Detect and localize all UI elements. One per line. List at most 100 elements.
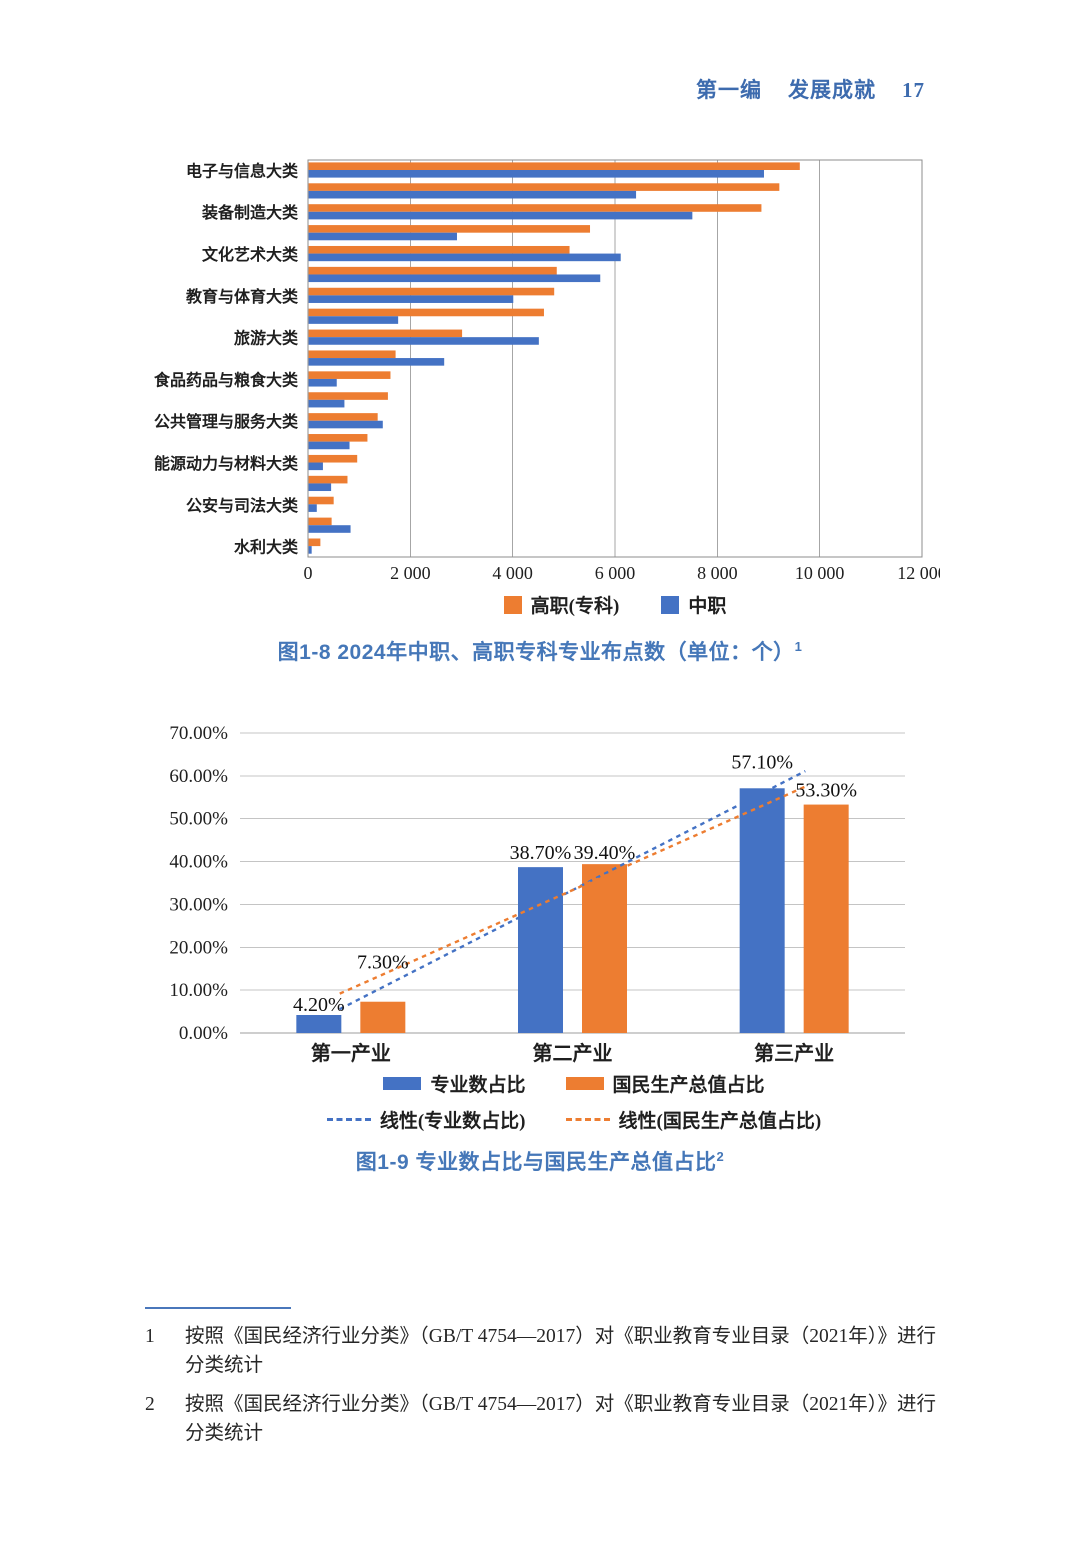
category-label: 第二产业 (533, 1041, 613, 1065)
category-label: 旅游大类 (234, 329, 299, 348)
x-tick-label: 0 (304, 563, 313, 583)
gaozhi-swatch-icon (503, 595, 522, 614)
footnote-1-number: 1 (145, 1326, 155, 1347)
bar-zhongzhi (308, 525, 351, 533)
category-label: 文化艺术大类 (202, 245, 299, 264)
major-share-swatch-icon (383, 1077, 422, 1090)
category-label: 食品药品与粮食大类 (153, 370, 299, 389)
category-label: 水利大类 (234, 538, 299, 557)
bar-gaozhi (308, 392, 388, 400)
bar-major-share (739, 788, 785, 1033)
bar-gaozhi (308, 434, 368, 442)
bar-gaozhi (308, 266, 557, 275)
figure-1-8-legend: 高职(专科) 中职 (308, 591, 922, 618)
x-tick-label: 10 000 (795, 563, 845, 583)
bar-gaozhi (308, 496, 334, 505)
bar-gaozhi (308, 225, 591, 233)
footnote-2: 2 按照《国民经济行业分类》（GB/T 4754—2017）对《职业教育专业目录… (145, 1390, 937, 1449)
bar-major-share (296, 1015, 342, 1033)
figure-1-8-caption: 图1-8 2024年中职、高职专科专业布点数（单位：个）1 (0, 636, 1080, 666)
trend-major-dash-icon (326, 1118, 371, 1121)
data-label-gdp-share: 39.40% (574, 842, 636, 864)
header-section: 第一编 (696, 78, 762, 102)
bar-zhongzhi (308, 483, 332, 492)
bar-zhongzhi (308, 462, 323, 471)
bar-gaozhi (308, 245, 570, 254)
y-tick-label: 20.00% (169, 937, 228, 958)
y-tick-label: 30.00% (169, 894, 228, 915)
legend-item-gaozhi: 高职(专科) (503, 591, 620, 618)
legend-item-zhongzhi: 中职 (661, 591, 726, 618)
trend-gdp-dash-icon (565, 1118, 610, 1121)
bar-zhongzhi (308, 546, 312, 554)
bar-gaozhi (308, 308, 544, 317)
zhongzhi-swatch-icon (661, 595, 680, 614)
bar-major-share (518, 867, 563, 1033)
data-label-major-share: 38.70% (510, 842, 572, 864)
figure-1-9-footnote-ref: 2 (716, 1149, 725, 1164)
legend-label-zhongzhi: 中职 (688, 596, 727, 617)
bar-gaozhi (308, 162, 800, 170)
figure-1-9-legend-row-1: 专业数占比 国民生产总值占比 (383, 1070, 765, 1097)
figure-1-8-caption-text: 图1-8 2024年中职、高职专科专业布点数（单位：个） (277, 641, 795, 664)
bar-zhongzhi (308, 441, 350, 450)
figure-1-9-legend-row-2: 线性(专业数占比) 线性(国民生产总值占比) (326, 1106, 822, 1133)
figure-1-9-caption-text: 图1-9 专业数占比与国民生产总值占比 (355, 1151, 717, 1174)
header-page-number: 17 (902, 78, 925, 102)
bar-zhongzhi (308, 358, 445, 366)
bar-gaozhi (308, 413, 378, 421)
figure-1-9-caption: 图1-9 专业数占比与国民生产总值占比2 (0, 1146, 1080, 1176)
category-label: 第一产业 (311, 1041, 391, 1065)
data-label-gdp-share: 53.30% (795, 780, 857, 802)
bar-zhongzhi (308, 337, 539, 345)
bar-gdp-share (582, 864, 627, 1033)
legend-item-gdp-share: 国民生产总值占比 (565, 1070, 765, 1097)
x-tick-label: 4 000 (492, 563, 532, 583)
bar-zhongzhi (308, 399, 345, 408)
footnote-2-text: 按照《国民经济行业分类》（GB/T 4754—2017）对《职业教育专业目录（2… (185, 1393, 936, 1444)
bar-gaozhi (308, 475, 348, 484)
figure-1-8-footnote-ref: 1 (794, 639, 803, 654)
bar-gaozhi (308, 538, 321, 547)
category-label: 公安与司法大类 (186, 496, 299, 515)
bar-gaozhi (308, 287, 555, 296)
footnote-2-number: 2 (145, 1393, 155, 1415)
category-label: 电子与信息大类 (186, 161, 299, 180)
data-label-major-share: 4.20% (293, 994, 345, 1016)
data-label-major-share: 57.10% (731, 751, 793, 773)
figure-1-8-chart: 0 2 000 4 000 6 000 8 000 10 000 12 000 电子与信息大类… (153, 159, 940, 583)
legend-label-gdp-share: 国民生产总值占比 (612, 1075, 765, 1096)
bar-zhongzhi (308, 232, 457, 241)
trendline (339, 785, 806, 995)
gdp-share-swatch-icon (565, 1077, 604, 1090)
bar-zhongzhi (308, 253, 621, 262)
footnote-1: 1 按照《国民经济行业分类》（GB/T 4754—2017）对《职业教育专业目录… (145, 1322, 937, 1381)
legend-label-major-share: 专业数占比 (430, 1075, 526, 1096)
x-tick-label: 6 000 (595, 563, 636, 583)
bar-gaozhi (308, 183, 780, 191)
category-label: 能源动力与材料大类 (154, 454, 299, 473)
bar-zhongzhi (308, 378, 337, 387)
figure-1-9-legend: 专业数占比 国民生产总值占比 线性(专业数占比) 线性(国民生产总值占比) (243, 1070, 905, 1133)
bar-zhongzhi (308, 504, 317, 512)
footnote-divider (145, 1307, 291, 1309)
category-label: 装备制造大类 (201, 203, 299, 222)
bar-gaozhi (308, 204, 762, 212)
y-tick-label: 10.00% (169, 980, 228, 1001)
legend-label-trend-major: 线性(专业数占比) (379, 1111, 526, 1132)
bar-zhongzhi (308, 170, 764, 178)
bar-zhongzhi (308, 190, 637, 199)
figure-1-9-chart: 0.00% 10.00% 20.00% 30.00% 40.00% 50.00% 60.00… (169, 723, 905, 1065)
legend-label-gaozhi: 高职(专科) (530, 596, 620, 617)
y-tick-label: 70.00% (169, 723, 228, 744)
plot-border (307, 159, 923, 558)
x-tick-label: 12 000 (897, 563, 940, 583)
legend-label-trend-gdp: 线性(国民生产总值占比) (618, 1111, 822, 1132)
category-label: 教育与体育大类 (186, 287, 299, 306)
bar-zhongzhi (308, 316, 399, 324)
bar-zhongzhi (308, 274, 601, 283)
bar-zhongzhi (308, 420, 383, 429)
y-tick-label: 60.00% (169, 766, 228, 787)
y-tick-label: 50.00% (169, 809, 228, 830)
category-label: 公共管理与服务大类 (154, 412, 299, 431)
